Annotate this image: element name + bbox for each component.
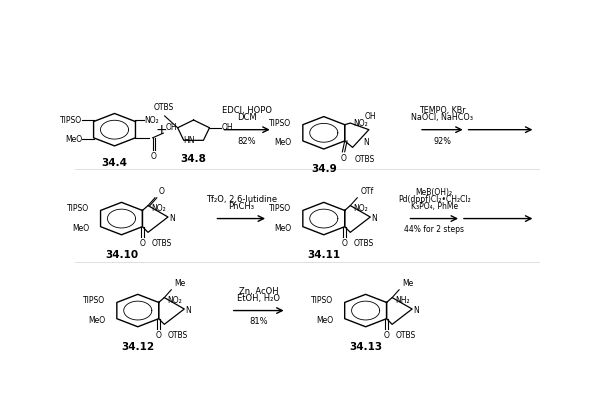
Text: OTf: OTf <box>361 187 374 196</box>
Text: TIPSO: TIPSO <box>269 205 291 213</box>
Text: OTBS: OTBS <box>154 103 174 112</box>
Text: TEMPO, KBr: TEMPO, KBr <box>419 106 466 115</box>
Text: MeO: MeO <box>65 135 82 144</box>
Text: OH: OH <box>222 123 233 132</box>
Text: OH: OH <box>165 123 177 132</box>
Text: N: N <box>364 138 369 147</box>
Text: DCM: DCM <box>237 113 257 122</box>
Text: OTBS: OTBS <box>152 239 172 248</box>
Text: 92%: 92% <box>433 136 451 145</box>
Text: NH₂: NH₂ <box>395 296 410 305</box>
Text: 44% for 2 steps: 44% for 2 steps <box>404 226 464 234</box>
Text: 34.10: 34.10 <box>105 250 138 260</box>
Text: EtOH, H₂O: EtOH, H₂O <box>237 294 280 303</box>
Text: 34.11: 34.11 <box>307 250 340 260</box>
Text: Me: Me <box>403 279 413 288</box>
Text: O: O <box>342 239 347 248</box>
Text: TIPSO: TIPSO <box>311 296 333 305</box>
Text: NO₂: NO₂ <box>353 205 368 213</box>
Text: +: + <box>155 123 167 136</box>
Text: OH: OH <box>364 112 376 121</box>
Text: 34.8: 34.8 <box>181 153 206 164</box>
Text: 34.9: 34.9 <box>311 164 337 174</box>
Text: TIPSO: TIPSO <box>83 296 105 305</box>
Text: OTBS: OTBS <box>168 331 188 340</box>
Text: O: O <box>340 154 346 163</box>
Text: MeO: MeO <box>72 224 89 233</box>
Text: EDCl, HOPO: EDCl, HOPO <box>222 106 272 115</box>
Text: N: N <box>185 306 191 315</box>
Text: MeO: MeO <box>274 138 291 147</box>
Text: OTBS: OTBS <box>354 239 374 248</box>
Text: N: N <box>413 306 419 315</box>
Text: OTBS: OTBS <box>396 331 416 340</box>
Text: Me: Me <box>175 279 186 288</box>
Text: Zn, AcOH: Zn, AcOH <box>239 287 278 296</box>
Text: Tf₂O, 2,6-lutidine: Tf₂O, 2,6-lutidine <box>206 195 277 204</box>
Text: N: N <box>371 214 377 223</box>
Text: PhCH₃: PhCH₃ <box>228 202 254 211</box>
Text: 34.12: 34.12 <box>121 342 154 352</box>
Text: 34.13: 34.13 <box>349 342 382 352</box>
Text: TIPSO: TIPSO <box>60 115 82 124</box>
Text: 34.4: 34.4 <box>101 158 128 168</box>
Text: O: O <box>158 187 164 196</box>
Text: NO₂: NO₂ <box>353 119 368 128</box>
Text: TIPSO: TIPSO <box>269 119 291 128</box>
Text: O: O <box>151 151 157 160</box>
Text: 81%: 81% <box>250 318 268 326</box>
Text: O: O <box>140 239 145 248</box>
Text: MeB(OH)₂: MeB(OH)₂ <box>416 188 453 197</box>
Text: MeO: MeO <box>274 224 291 233</box>
Text: Pd(dppf)Cl₂•CH₂Cl₂: Pd(dppf)Cl₂•CH₂Cl₂ <box>398 195 470 204</box>
Text: MeO: MeO <box>316 316 333 325</box>
Text: MeO: MeO <box>88 316 105 325</box>
Text: NaOCl, NaHCO₃: NaOCl, NaHCO₃ <box>412 113 473 122</box>
Text: K₃PO₄, PhMe: K₃PO₄, PhMe <box>410 202 458 211</box>
Text: HN: HN <box>184 136 195 145</box>
Text: NO₂: NO₂ <box>144 115 158 124</box>
Text: 82%: 82% <box>238 136 256 145</box>
Text: TIPSO: TIPSO <box>67 205 89 213</box>
Text: NO₂: NO₂ <box>151 205 166 213</box>
Text: NO₂: NO₂ <box>167 296 182 305</box>
Text: O: O <box>156 331 161 340</box>
Text: N: N <box>169 214 175 223</box>
Text: OTBS: OTBS <box>355 155 375 164</box>
Text: O: O <box>383 331 389 340</box>
